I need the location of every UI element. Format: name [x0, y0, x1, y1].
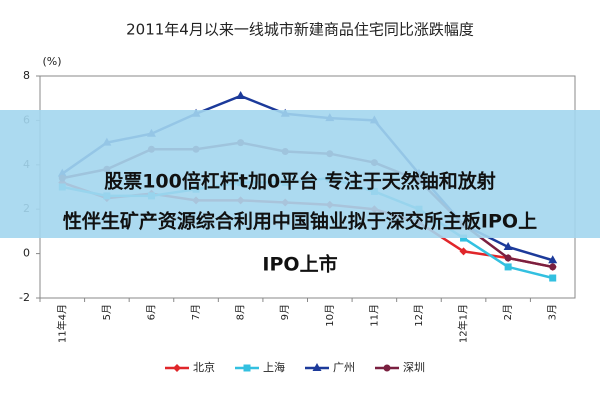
marker	[549, 274, 557, 282]
marker	[243, 364, 251, 372]
y-tick-label: 8	[23, 69, 30, 82]
marker	[236, 90, 246, 99]
y-axis-label: (%)	[42, 55, 61, 68]
legend-label: 上海	[263, 360, 285, 374]
legend-label: 北京	[193, 360, 215, 374]
x-tick-label: 2月	[502, 304, 514, 320]
marker	[548, 255, 558, 264]
marker	[504, 254, 512, 262]
x-tick-label: 5月	[101, 304, 113, 320]
x-tick-label: 12月	[413, 304, 425, 327]
y-tick-label: 0	[23, 247, 30, 260]
banner-text: 股票100倍杠杆t加0平台 专注于天然铀和放射	[104, 170, 496, 193]
x-tick-label: 8月	[235, 304, 247, 320]
marker	[504, 263, 512, 271]
chart-title: 2011年4月以来一线城市新建商品住宅同比涨跌幅度	[126, 21, 474, 39]
x-tick-label: 9月	[279, 304, 291, 320]
marker	[460, 234, 468, 242]
marker	[459, 247, 468, 256]
legend-label: 深圳	[403, 361, 425, 374]
marker	[503, 241, 513, 250]
x-tick-label: 11月	[368, 304, 380, 327]
y-tick-label: -2	[19, 291, 30, 304]
x-tick-label: 6月	[145, 304, 157, 320]
x-tick-label: 11年4月	[55, 304, 68, 343]
x-tick-label: 12年1月	[457, 304, 470, 343]
marker	[383, 364, 391, 372]
x-tick-label: 7月	[190, 304, 202, 320]
banner-text: 性伴生矿产资源综合利用中国铀业拟于深交所主板IPO上	[63, 210, 537, 233]
legend-label: 广州	[333, 361, 355, 374]
marker	[312, 363, 322, 371]
banner-text: IPO上市	[262, 253, 337, 276]
marker	[549, 263, 557, 271]
banner-band	[0, 110, 600, 238]
marker	[173, 364, 181, 372]
x-tick-label: 3月	[547, 304, 559, 320]
x-tick-label: 10月	[324, 304, 336, 327]
